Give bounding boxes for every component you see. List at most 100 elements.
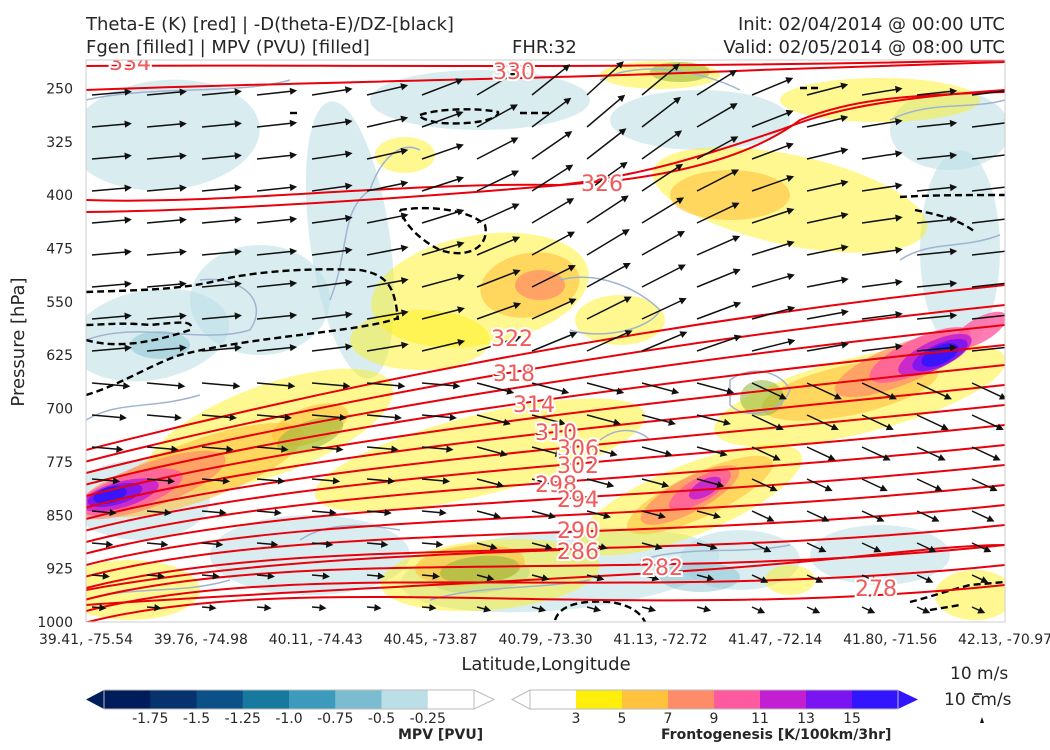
wind-vector bbox=[476, 171, 516, 192]
wind-vector bbox=[696, 270, 738, 288]
theta-e-contour bbox=[86, 544, 1005, 606]
wind-vector-head bbox=[995, 423, 1004, 431]
wind-vector bbox=[366, 382, 402, 387]
wind-vector-head bbox=[562, 64, 571, 72]
wind-vector bbox=[916, 250, 954, 256]
mpv-contour bbox=[599, 429, 651, 441]
wind-vector bbox=[916, 314, 954, 320]
fgen-colorbar-segment bbox=[760, 690, 807, 709]
wind-vector-head bbox=[179, 280, 187, 288]
wind-vector bbox=[971, 346, 1005, 352]
wind-vector bbox=[861, 446, 888, 460]
wind-vector bbox=[751, 209, 791, 224]
wind-vector-head bbox=[345, 279, 353, 287]
wind-vector bbox=[971, 382, 1004, 399]
wind-vector bbox=[256, 250, 294, 256]
wind-vector bbox=[421, 414, 454, 419]
y-axis: 250 325 400 475 550 625 700 775 850 925 1000 bbox=[37, 81, 73, 631]
wind-vector-head bbox=[992, 454, 1001, 461]
mpv-colorbar-segment bbox=[427, 690, 475, 709]
wind-vector-head bbox=[234, 280, 242, 288]
wind-vector bbox=[751, 274, 792, 288]
wind-vector-head bbox=[841, 276, 849, 284]
wind-vector-head bbox=[1004, 343, 1005, 350]
wind-vector-head bbox=[713, 512, 722, 520]
wind-vector-head bbox=[449, 413, 457, 422]
wind-vector bbox=[806, 117, 845, 128]
theta-e-contour bbox=[86, 91, 1005, 213]
wind-vector-head bbox=[731, 169, 740, 177]
wind-vector bbox=[476, 72, 515, 96]
wind-vector bbox=[696, 170, 736, 192]
wind-vector-head bbox=[400, 180, 409, 188]
wind-vector-head bbox=[895, 118, 903, 126]
fgen-fill-region bbox=[670, 170, 790, 220]
wind-vector-head bbox=[167, 477, 176, 485]
wind-vector bbox=[586, 510, 608, 518]
wind-vector-head bbox=[949, 119, 958, 128]
wind-vector-head bbox=[937, 454, 946, 461]
wind-vector-head bbox=[541, 574, 550, 582]
wind-vector bbox=[311, 414, 344, 419]
wind-vector-head bbox=[876, 515, 885, 522]
wind-vector-head bbox=[661, 480, 670, 488]
wind-vector bbox=[256, 446, 285, 451]
dtheta-dz-contour bbox=[86, 268, 400, 321]
wind-vector-head bbox=[394, 413, 402, 422]
wind-vector-head bbox=[179, 248, 187, 256]
wind-vector bbox=[586, 331, 630, 352]
wind-vector-head bbox=[289, 215, 298, 224]
mpv-fill-region bbox=[305, 101, 395, 379]
wind-vector-head bbox=[558, 418, 566, 426]
wind-vector bbox=[311, 382, 347, 387]
wind-vector-head bbox=[787, 338, 796, 346]
wind-vector bbox=[91, 315, 128, 320]
wind-vector bbox=[366, 279, 405, 288]
wind-vector-head bbox=[980, 576, 989, 583]
wind-vector bbox=[421, 510, 443, 514]
wind-vector bbox=[971, 446, 998, 460]
wind-vector-head bbox=[949, 312, 958, 320]
wind-vector bbox=[861, 345, 899, 352]
wind-vector-head bbox=[234, 248, 242, 256]
wind-vector-head bbox=[284, 413, 292, 422]
wind-vector-head bbox=[654, 543, 663, 551]
wind-vector bbox=[696, 446, 724, 455]
plot-frame bbox=[85, 59, 1006, 623]
wind-vector-head bbox=[329, 508, 337, 517]
reference-vertical-arrow bbox=[980, 717, 984, 723]
wind-vector bbox=[366, 117, 405, 128]
wind-vector bbox=[476, 303, 518, 320]
wind-vector-head bbox=[676, 197, 685, 205]
wind-vector bbox=[861, 478, 885, 490]
wind-vector-head bbox=[496, 480, 505, 488]
wind-vector-head bbox=[380, 540, 389, 548]
wind-vector bbox=[311, 345, 349, 352]
wind-vector-head bbox=[672, 63, 680, 71]
wind-vector bbox=[91, 91, 128, 96]
wind-vector-head bbox=[456, 176, 465, 183]
wind-vector-head bbox=[949, 216, 958, 224]
wind-vector-head bbox=[124, 312, 132, 320]
wind-vector-head bbox=[934, 484, 943, 492]
wind-vector-head bbox=[344, 150, 353, 158]
wind-vector bbox=[971, 186, 1005, 192]
wind-vector bbox=[421, 341, 462, 352]
wind-vector-head bbox=[332, 477, 341, 485]
fgen-colorbar-tick-label: 5 bbox=[618, 711, 627, 727]
wind-vector-head bbox=[513, 335, 522, 343]
wind-vector bbox=[421, 446, 450, 451]
theta-e-label: 314 bbox=[513, 393, 555, 418]
wind-vector bbox=[421, 243, 461, 256]
wind-vector bbox=[641, 382, 676, 393]
theta-e-contour bbox=[86, 344, 1005, 486]
mpv-colorbar-extend-left bbox=[86, 690, 104, 709]
wind-vector bbox=[641, 265, 683, 288]
wind-vector bbox=[311, 510, 333, 514]
mpv-colorbar-segment bbox=[196, 690, 244, 709]
wind-vector bbox=[366, 510, 388, 514]
wind-vector bbox=[311, 217, 349, 224]
wind-vector-head bbox=[895, 214, 903, 222]
wind-vector bbox=[861, 313, 899, 320]
